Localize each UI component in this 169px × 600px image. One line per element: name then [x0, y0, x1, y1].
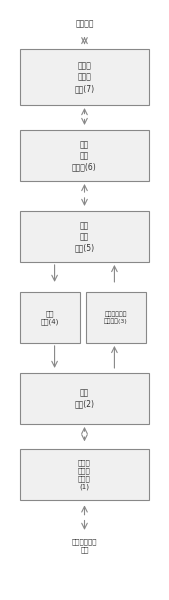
FancyBboxPatch shape: [20, 449, 149, 500]
Text: 充电
电路(4): 充电 电路(4): [40, 310, 59, 325]
FancyBboxPatch shape: [20, 211, 149, 262]
Text: 电网三相交流
电源: 电网三相交流 电源: [72, 538, 97, 553]
Text: 控制
调度
管理(5): 控制 调度 管理(5): [74, 221, 95, 253]
FancyBboxPatch shape: [20, 49, 149, 105]
Text: 插头
插座(2): 插头 插座(2): [75, 389, 94, 409]
Text: 有源功率因数
校正电路(3): 有源功率因数 校正电路(3): [104, 311, 128, 324]
FancyBboxPatch shape: [20, 130, 149, 181]
Text: 双向
功率
变换器(6): 双向 功率 变换器(6): [72, 140, 97, 172]
FancyBboxPatch shape: [20, 292, 79, 343]
Text: 电池能
量管理
电路(7): 电池能 量管理 电路(7): [74, 62, 95, 93]
FancyBboxPatch shape: [20, 373, 149, 424]
Text: 图腾柱
电能变
换电路
(1): 图腾柱 电能变 换电路 (1): [78, 459, 91, 490]
Text: 动力电池: 动力电池: [75, 20, 94, 29]
FancyBboxPatch shape: [86, 292, 146, 343]
